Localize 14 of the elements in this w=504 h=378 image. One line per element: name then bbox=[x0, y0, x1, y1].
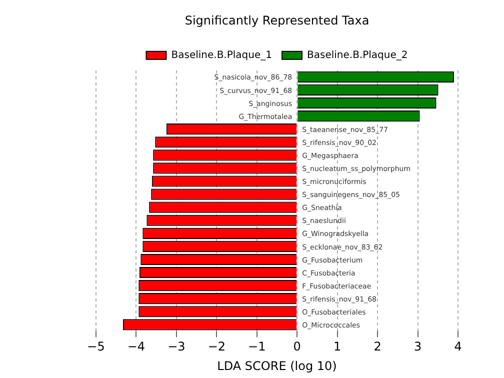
chart-title: Significantly Represented Taxa bbox=[184, 13, 370, 28]
x-tick-label: −4 bbox=[127, 340, 146, 354]
x-tick-label: −3 bbox=[168, 340, 186, 354]
legend-label: Baseline.B.Plaque_1 bbox=[171, 50, 272, 61]
x-tick-label: 0 bbox=[293, 340, 301, 354]
x-tick-label: 2 bbox=[374, 340, 382, 354]
x-tick-label: 1 bbox=[334, 340, 342, 354]
x-tick-label: −2 bbox=[208, 340, 226, 354]
x-tick-label: 3 bbox=[414, 340, 422, 354]
legend-label: Baseline.B.Plaque_2 bbox=[307, 50, 408, 61]
x-axis-title: LDA SCORE (log 10) bbox=[217, 358, 337, 373]
x-tick-label: −1 bbox=[248, 340, 266, 354]
x-tick-label: −5 bbox=[87, 340, 105, 354]
x-tick-label: 4 bbox=[454, 340, 462, 354]
